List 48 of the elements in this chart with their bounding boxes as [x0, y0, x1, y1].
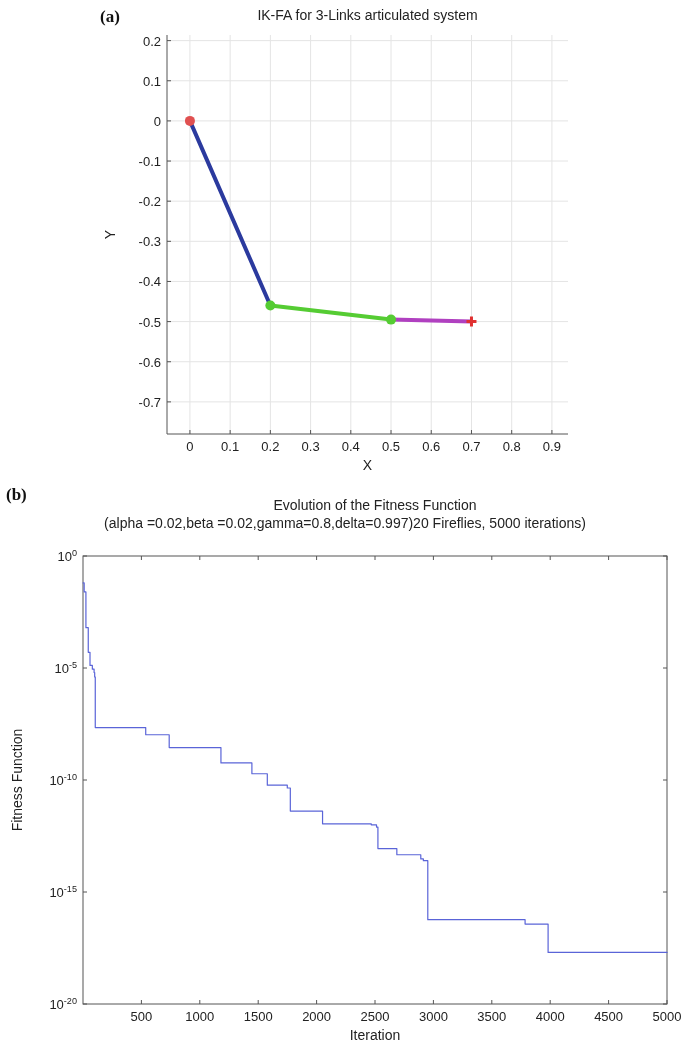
x-tick-label: 0.9 — [542, 439, 561, 454]
y-tick-label: -0.3 — [138, 234, 161, 250]
y-tick-label: 0.1 — [142, 73, 161, 89]
x-tick-label: 0.4 — [341, 439, 360, 454]
y-axis-title: Y — [102, 229, 118, 240]
x-axis-title: X — [362, 457, 373, 473]
y-tick-label: 10$^{-5}$ — [54, 660, 77, 676]
x-tick-label: 0.7 — [462, 439, 481, 454]
x-tick-label: 5000 — [652, 1009, 682, 1024]
x-axis-title: Iteration — [349, 1027, 401, 1043]
x-tick-label: 3000 — [418, 1009, 448, 1024]
y-tick-label: -0.4 — [138, 274, 161, 290]
y-tick-label: -0.1 — [138, 154, 161, 170]
y-tick-label: -0.2 — [138, 194, 161, 210]
x-tick-label: 0.6 — [422, 439, 441, 454]
chart-title: Evolution of the Fitness Function — [273, 497, 477, 513]
point — [184, 115, 195, 126]
x-tick-label: 0.1 — [221, 439, 240, 454]
y-tick-label: 0 — [153, 113, 161, 129]
x-tick-label: 1500 — [243, 1009, 273, 1024]
point — [386, 314, 397, 325]
x-tick-label: 0.3 — [301, 439, 320, 454]
text: (a) — [100, 7, 120, 26]
chart-subtitle: (alpha =0.02,beta =0.02,gamma=0.8,delta=0.997)20 Fireflies, 5000 iterations) — [104, 515, 586, 531]
x-tick-label: 0.5 — [381, 439, 401, 454]
x-tick-label: 2000 — [302, 1009, 332, 1024]
y-tick-label: -0.7 — [138, 394, 161, 410]
y-tick-label: -0.6 — [138, 354, 161, 370]
x-tick-label: 4000 — [535, 1009, 565, 1024]
point — [464, 315, 478, 329]
y-tick-label: 10$^{0}$ — [57, 548, 77, 564]
y-tick-label: 10$^{-15}$ — [49, 884, 77, 900]
y-tick-label: 0.2 — [142, 33, 161, 49]
x-tick-label: 0 — [186, 439, 194, 454]
x-tick-label: 2500 — [360, 1009, 390, 1024]
x-tick-label: 0.2 — [261, 439, 280, 454]
y-tick-label: 10$^{-20}$ — [49, 996, 77, 1012]
x-tick-label: 1000 — [185, 1009, 215, 1024]
x-tick-label: 3500 — [477, 1009, 507, 1024]
chart-title: IK-FA for 3-Links articulated system — [257, 7, 478, 23]
y-tick-label: -0.5 — [138, 314, 161, 330]
point — [265, 300, 276, 311]
x-tick-label: 4500 — [594, 1009, 624, 1024]
y-axis-title: Fitness Function — [9, 728, 25, 832]
x-tick-label: 0.8 — [502, 439, 521, 454]
y-tick-label: 10$^{-10}$ — [49, 772, 77, 788]
text: (b) — [6, 485, 27, 504]
x-tick-label: 500 — [130, 1009, 153, 1024]
